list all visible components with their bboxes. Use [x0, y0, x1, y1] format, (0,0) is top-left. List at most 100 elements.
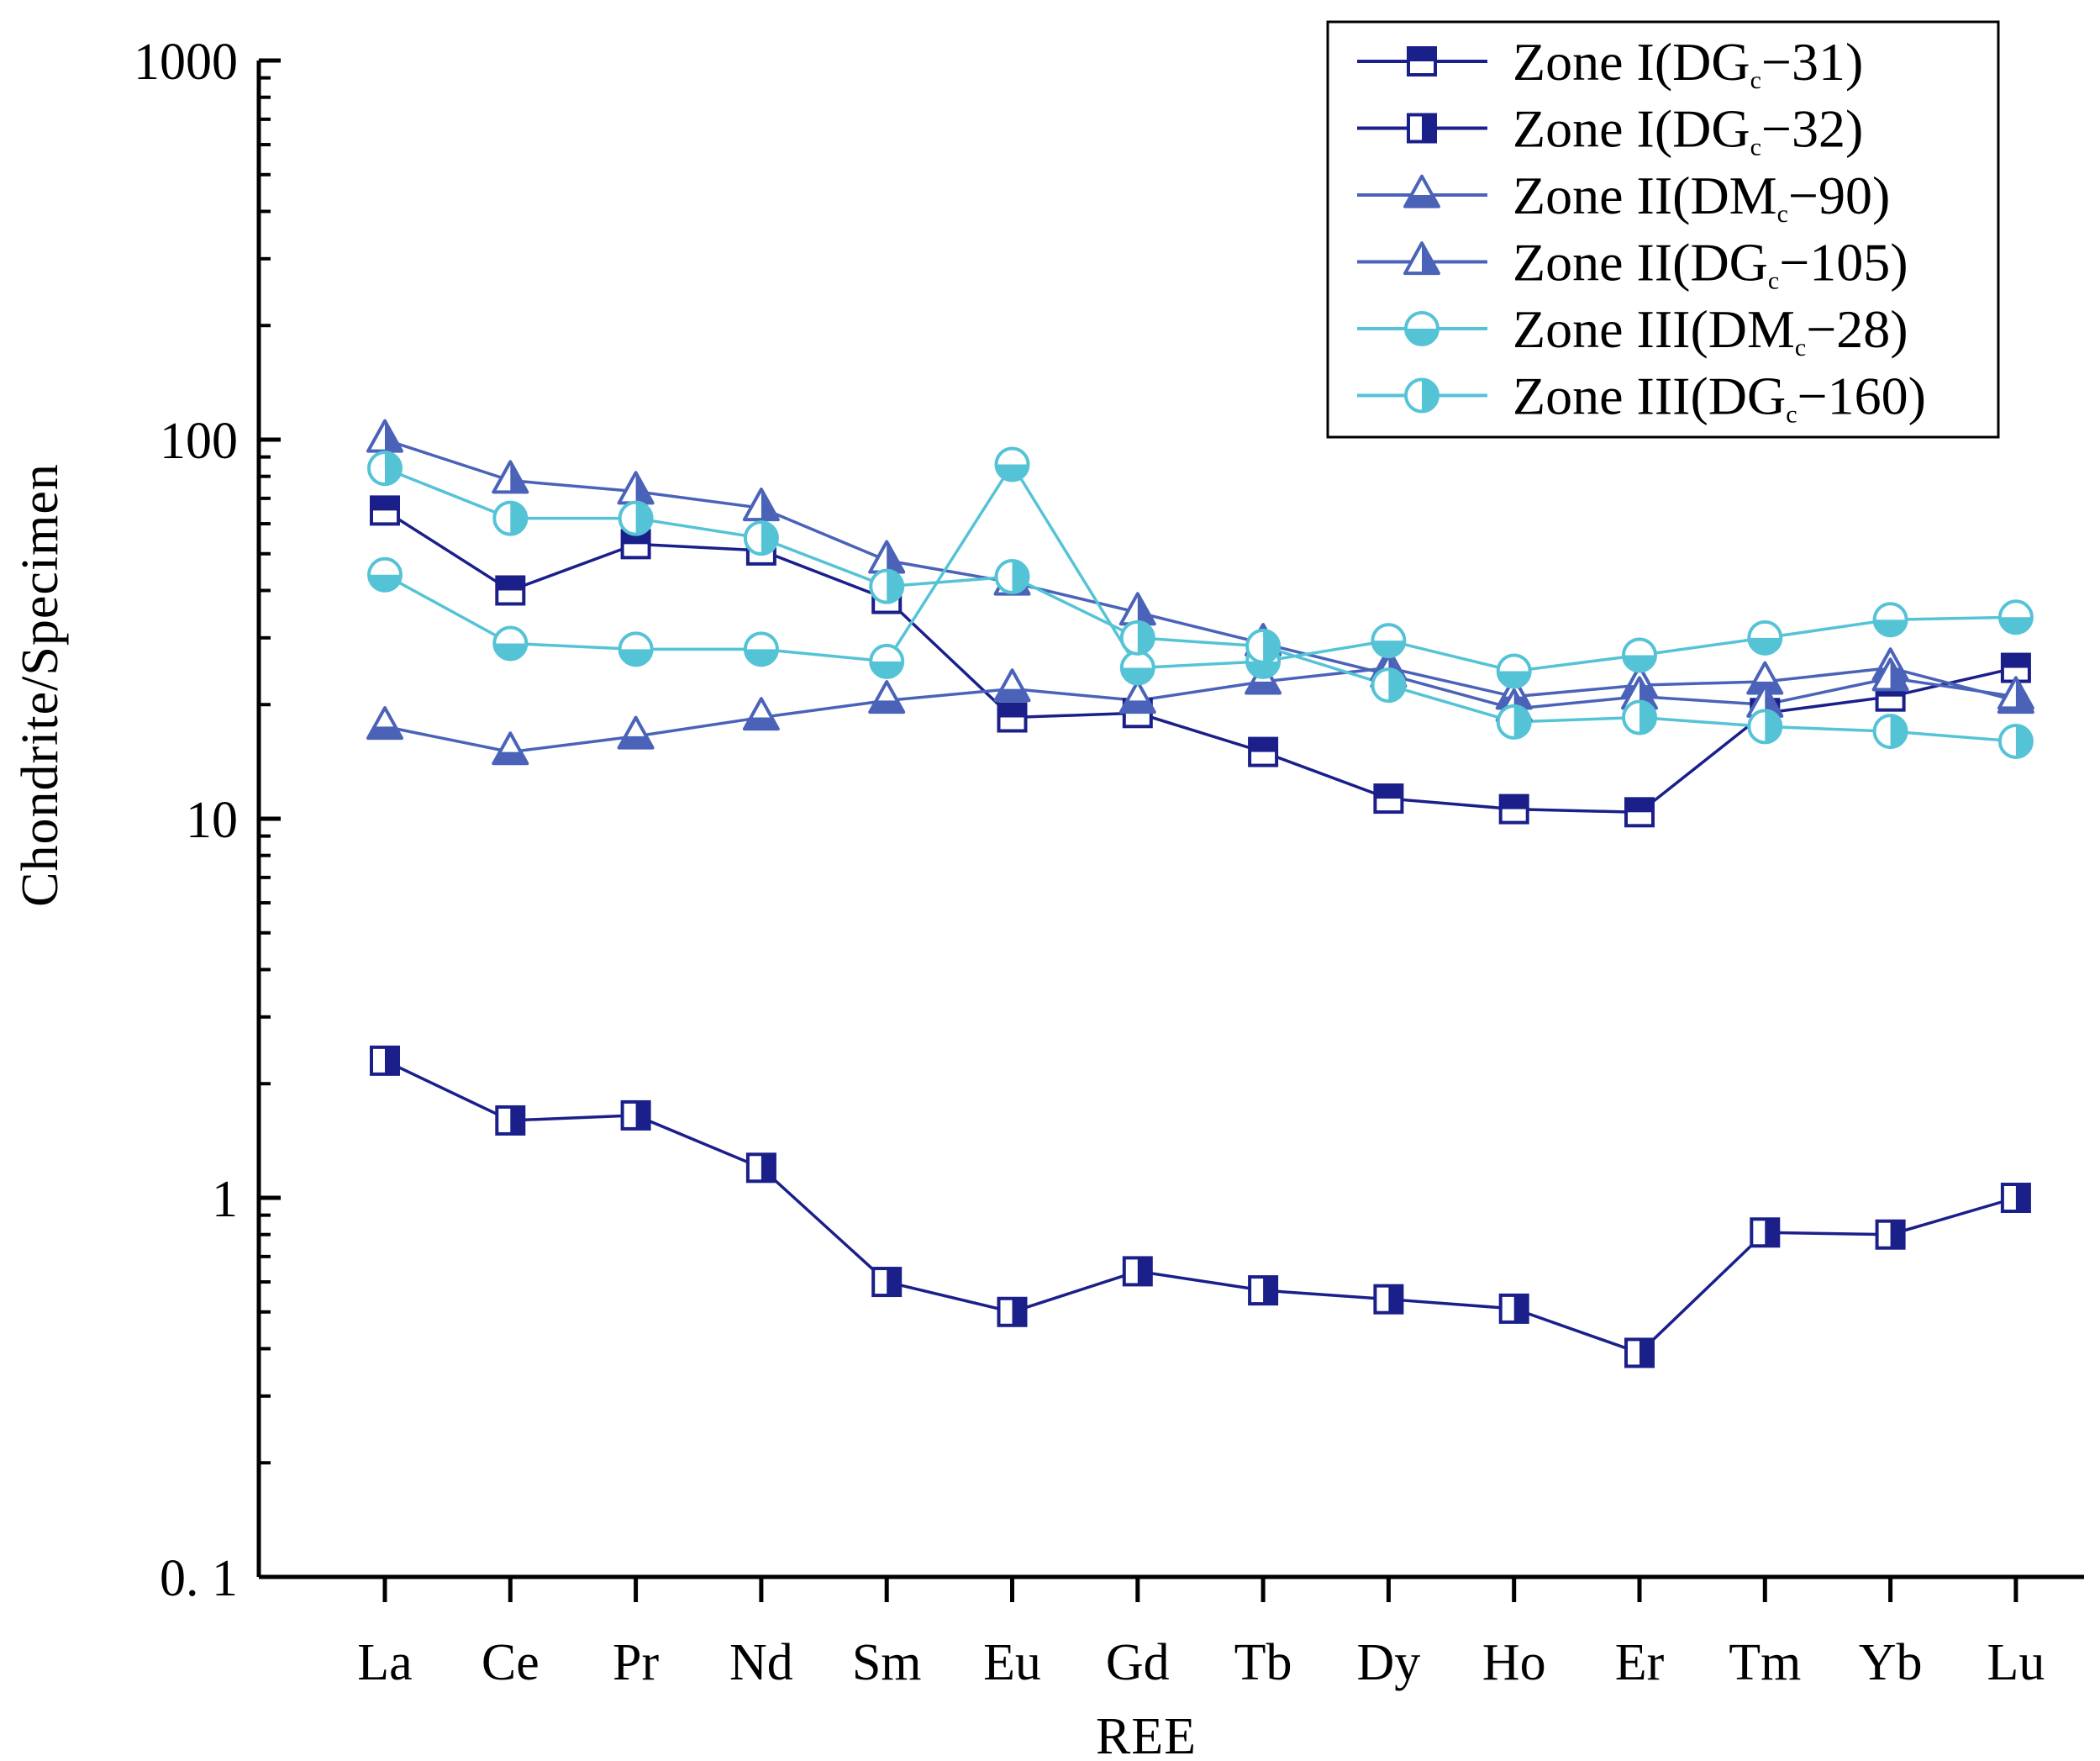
series-5-point-sm: [869, 643, 905, 679]
legend-item-4: Zone II(DGc−105): [1357, 233, 1908, 295]
legend-item-6: Zone III(DGc−160): [1357, 366, 1926, 429]
x-tick-label-yb: Yb: [1859, 1634, 1923, 1691]
legend-label: Zone III(DMc−28): [1513, 299, 1908, 361]
series-1-point-ho: [1498, 794, 1529, 825]
series-4-point-ce: [492, 460, 529, 494]
series-4-point-yb: [1871, 657, 1909, 692]
y-ticks: 0. 1 1 10 100 1000: [134, 34, 281, 1607]
series-1-point-la: [370, 495, 400, 526]
series-markers: [366, 419, 2034, 1368]
series-3-point-ce: [492, 731, 529, 766]
legend-item-1: Zone I(DGc−31): [1357, 32, 1863, 94]
x-axis-title: REE: [1096, 1708, 1197, 1761]
series-line-4: [384, 438, 2017, 710]
x-tick-label-lu: Lu: [1987, 1634, 2045, 1691]
series-6-point-ce: [492, 500, 529, 536]
series-6-point-yb: [1872, 714, 1908, 750]
series-2-point-la: [370, 1045, 400, 1076]
series-5-point-pr: [618, 631, 654, 667]
series-5-point-dy: [1371, 623, 1407, 659]
series-1-point-eu: [997, 702, 1028, 733]
series-5-point-er: [1622, 637, 1657, 673]
legend-marker: [1404, 377, 1439, 414]
series-2-point-pr: [620, 1099, 651, 1131]
x-tick-label-tm: Tm: [1729, 1634, 1801, 1691]
x-tick-label-eu: Eu: [983, 1634, 1041, 1691]
series-1-point-tb: [1248, 736, 1279, 767]
series-6-point-ho: [1496, 704, 1532, 740]
series-5-point-eu: [994, 446, 1030, 482]
series-6-point-gd: [1119, 620, 1155, 656]
series-2-point-er: [1624, 1337, 1655, 1368]
legend-marker: [1404, 311, 1439, 346]
series-2-point-dy: [1373, 1284, 1404, 1315]
y-axis-title: Chondrite/Specimen: [12, 463, 69, 907]
x-ticks: La Ce Pr Nd Sm Eu Gd Tb Dy Ho Er Tm Yb Lu: [357, 1577, 2045, 1691]
series-line-6: [384, 467, 2017, 743]
series-line-1: [384, 509, 2017, 815]
x-tick-label-pr: Pr: [613, 1634, 659, 1691]
series-3-point-pr: [617, 715, 655, 750]
series-5-point-ho: [1496, 653, 1532, 689]
x-tick-label-sm: Sm: [852, 1634, 922, 1691]
series-2-point-lu: [2000, 1183, 2031, 1213]
series-line-2: [384, 1059, 2017, 1355]
series-2-point-ce: [495, 1105, 526, 1136]
x-tick-label-gd: Gd: [1106, 1634, 1170, 1691]
series-6-point-sm: [869, 568, 905, 604]
y-tick-label: 10: [186, 792, 238, 849]
series-2-point-yb: [1875, 1219, 1906, 1250]
series-4-point-lu: [1997, 676, 2034, 710]
legend-label: Zone II(DGc−105): [1513, 233, 1908, 295]
series-6-point-lu: [1997, 723, 2034, 759]
series-1-point-er: [1624, 797, 1655, 828]
series-4-point-nd: [742, 488, 780, 522]
series-6-point-eu: [994, 559, 1030, 595]
series-2-point-nd: [745, 1152, 776, 1184]
legend-label: Zone II(DMc−90): [1513, 166, 1890, 228]
x-tick-label-dy: Dy: [1357, 1634, 1421, 1691]
series-6-point-tb: [1245, 628, 1282, 664]
legend-marker: [1407, 113, 1437, 144]
series-5-point-ce: [492, 625, 529, 662]
series-6-point-dy: [1371, 667, 1407, 704]
series-5-point-gd: [1119, 650, 1155, 686]
legend-items: Zone I(DGc−31)Zone I(DGc−32)Zone II(DMc−…: [1357, 32, 1926, 429]
series-line-5: [384, 461, 2016, 673]
series-6-point-er: [1622, 699, 1657, 736]
x-tick-label-la: La: [357, 1634, 412, 1691]
series-2-point-sm: [871, 1267, 903, 1298]
legend-item-3: Zone II(DMc−90): [1357, 166, 1890, 228]
series-6-point-tm: [1747, 709, 1783, 745]
series-line-3: [384, 666, 2017, 754]
series-2-point-tb: [1248, 1275, 1279, 1306]
series-5-point-tm: [1747, 620, 1783, 656]
series-3-point-nd: [742, 697, 780, 731]
series-3-point-gd: [1118, 680, 1156, 714]
series-6-point-la: [367, 451, 403, 487]
series-5-point-la: [367, 556, 403, 593]
y-tick-label: 100: [160, 413, 238, 470]
legend-label: Zone I(DGc−32): [1513, 99, 1863, 161]
series-5-point-nd: [743, 631, 779, 667]
series-6-point-nd: [743, 520, 779, 556]
series-3-point-la: [366, 706, 403, 741]
series-lines: [384, 438, 2017, 1355]
x-tick-label-ho: Ho: [1482, 1634, 1546, 1691]
legend-marker: [1403, 241, 1440, 276]
series-2-point-tm: [1750, 1217, 1781, 1248]
legend-label: Zone I(DGc−31): [1513, 32, 1863, 94]
series-2-point-eu: [997, 1296, 1028, 1327]
x-tick-label-er: Er: [1615, 1634, 1665, 1691]
x-tick-label-tb: Tb: [1234, 1634, 1292, 1691]
legend: Zone I(DGc−31)Zone I(DGc−32)Zone II(DMc−…: [1326, 20, 2000, 439]
series-1-point-dy: [1373, 783, 1404, 815]
series-2-point-gd: [1122, 1256, 1153, 1287]
series-3-point-sm: [868, 680, 906, 714]
legend-marker: [1407, 46, 1437, 76]
series-3-point-eu: [993, 668, 1031, 703]
x-tick-label-ce: Ce: [482, 1634, 539, 1691]
legend-item-5: Zone III(DMc−28): [1357, 299, 1908, 361]
legend-item-2: Zone I(DGc−32): [1357, 99, 1863, 161]
